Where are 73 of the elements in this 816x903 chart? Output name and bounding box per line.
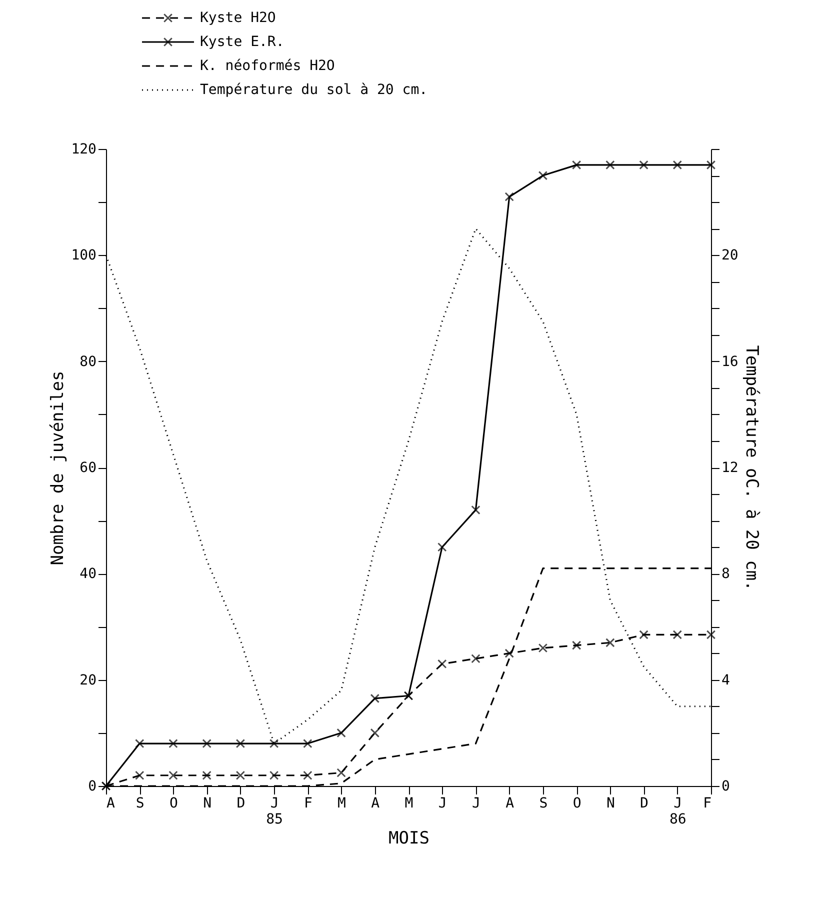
point: [672, 160, 682, 170]
y-axis-title: Nombre de juvéniles: [48, 370, 68, 566]
point: [572, 640, 582, 650]
point: [202, 770, 212, 780]
x-tick-label: D: [236, 796, 246, 812]
y2-tick-label: 8: [722, 566, 730, 582]
point: [236, 770, 246, 780]
point: [672, 630, 682, 640]
x-tick-label: M: [338, 796, 346, 812]
point: [538, 170, 548, 180]
x-tick-label: F: [304, 796, 312, 812]
point: [606, 638, 615, 648]
point: [370, 694, 380, 704]
point: [168, 770, 178, 780]
point: [269, 770, 279, 780]
y2-tick-label: 20: [722, 248, 738, 264]
y2-tick-label: 12: [722, 460, 738, 476]
y2-tick-label: 4: [722, 672, 730, 688]
y2-axis-title: Température oC. à 20 cm.: [741, 345, 762, 591]
point: [606, 160, 615, 170]
point: [572, 160, 582, 170]
x-tick-label: S: [539, 796, 548, 812]
point: [706, 630, 716, 640]
legend-label: Kyste H2O: [200, 10, 276, 26]
point: [134, 770, 144, 780]
x-tick-label: J: [472, 796, 480, 812]
legend-label: Kyste E.R.: [200, 34, 284, 50]
point: [538, 643, 548, 653]
x-tick-label: N: [606, 796, 615, 812]
point: [269, 738, 279, 748]
point: [504, 192, 514, 202]
x-tick-label: J 85: [266, 796, 283, 828]
x-tick-label: A: [371, 796, 380, 812]
y-tick-label: 20: [80, 672, 96, 688]
x-tick-label: J: [438, 796, 447, 812]
y-tick-label: 80: [80, 354, 96, 370]
point: [134, 738, 144, 748]
x-tick-label: A: [506, 796, 515, 812]
point: [706, 160, 716, 170]
y-tick-label: 120: [71, 142, 96, 158]
point: [471, 654, 480, 664]
y-tick-label: 0: [88, 778, 96, 794]
point: [336, 768, 346, 778]
point: [303, 770, 312, 780]
point: [202, 738, 212, 748]
x-tick-label: D: [640, 796, 648, 812]
x-tick-label: O: [572, 796, 582, 812]
y2-tick-label: 16: [722, 354, 738, 370]
point: [236, 738, 246, 748]
point: [303, 738, 312, 748]
legend-label: Température du sol à 20 cm.: [200, 82, 428, 98]
y-tick-label: 60: [80, 460, 96, 476]
point: [168, 738, 178, 748]
point: [639, 630, 648, 640]
point: [504, 648, 514, 658]
x-tick-label: S: [136, 796, 144, 812]
x-tick-label: F: [703, 796, 712, 812]
point: [437, 659, 447, 669]
x-tick-label: J 86: [669, 796, 686, 828]
x-tick-label: N: [203, 796, 212, 812]
point: [370, 728, 380, 738]
y-tick-label: 40: [80, 566, 96, 582]
point: [639, 160, 648, 170]
y-tick-label: 100: [71, 248, 96, 264]
y2-tick-label: 0: [722, 778, 730, 794]
x-tick-label: M: [404, 796, 414, 812]
legend-label: K. néoformés H2O: [200, 58, 335, 74]
x-axis-title: MOIS: [388, 828, 430, 848]
x-tick-label: A: [106, 796, 116, 812]
point: [437, 542, 447, 552]
point: [471, 505, 480, 515]
x-tick-label: O: [170, 796, 178, 812]
point: [336, 728, 346, 738]
